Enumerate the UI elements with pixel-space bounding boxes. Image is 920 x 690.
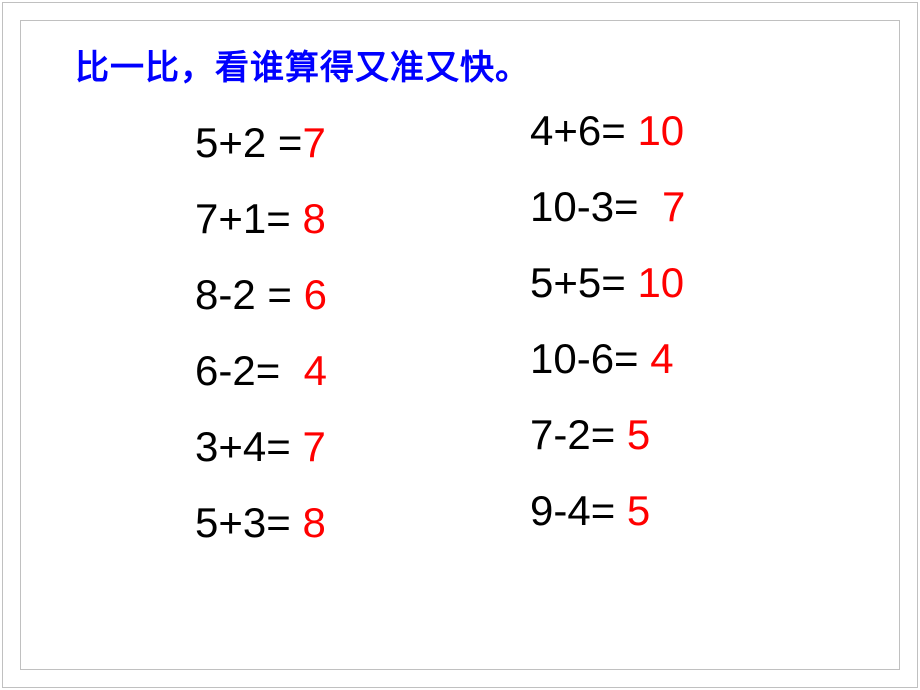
equation-answer: 8 [302, 485, 325, 561]
equation-row: 6-2= 4 [195, 333, 495, 409]
slide-title: 比一比，看谁算得又准又快。 [0, 40, 920, 89]
equation-answer: 5 [627, 397, 650, 473]
equation-row: 4+6= 10 [530, 93, 830, 169]
equation-expression: 10-3= [530, 169, 662, 245]
equation-answer: 10 [637, 93, 684, 169]
equation-row: 9-4= 5 [530, 473, 830, 549]
equation-expression: 7-2= [530, 397, 627, 473]
equation-row: 8-2 = 6 [195, 257, 495, 333]
equation-row: 5+5= 10 [530, 245, 830, 321]
equation-row: 5+3= 8 [195, 485, 495, 561]
equation-expression: 7+1= [195, 181, 302, 257]
equation-expression: 3+4= [195, 409, 302, 485]
equation-expression: 8-2 = [195, 257, 304, 333]
equation-expression: 4+6= [530, 93, 637, 169]
equation-expression: 5+3= [195, 485, 302, 561]
equation-answer: 7 [302, 105, 325, 181]
left-column: 5+2 =77+1= 88-2 = 66-2= 43+4= 75+3= 8 [195, 105, 495, 561]
equation-answer: 6 [304, 257, 327, 333]
equation-expression: 6-2= [195, 333, 304, 409]
equation-expression: 5+2 = [195, 105, 302, 181]
equation-answer: 8 [302, 181, 325, 257]
equation-row: 7-2= 5 [530, 397, 830, 473]
slide-container: 比一比，看谁算得又准又快。 5+2 =77+1= 88-2 = 66-2= 43… [0, 0, 920, 690]
equation-row: 7+1= 8 [195, 181, 495, 257]
equation-expression: 10-6= [530, 321, 650, 397]
right-column: 4+6= 1010-3= 75+5= 1010-6= 47-2= 59-4= 5 [530, 93, 830, 549]
equation-expression: 9-4= [530, 473, 627, 549]
equation-answer: 7 [662, 169, 685, 245]
equation-answer: 7 [302, 409, 325, 485]
equation-answer: 10 [637, 245, 684, 321]
equation-row: 5+2 =7 [195, 105, 495, 181]
equation-row: 3+4= 7 [195, 409, 495, 485]
equation-row: 10-3= 7 [530, 169, 830, 245]
equation-answer: 5 [627, 473, 650, 549]
equation-answer: 4 [650, 321, 673, 397]
equation-row: 10-6= 4 [530, 321, 830, 397]
equation-answer: 4 [304, 333, 327, 409]
equation-expression: 5+5= [530, 245, 637, 321]
